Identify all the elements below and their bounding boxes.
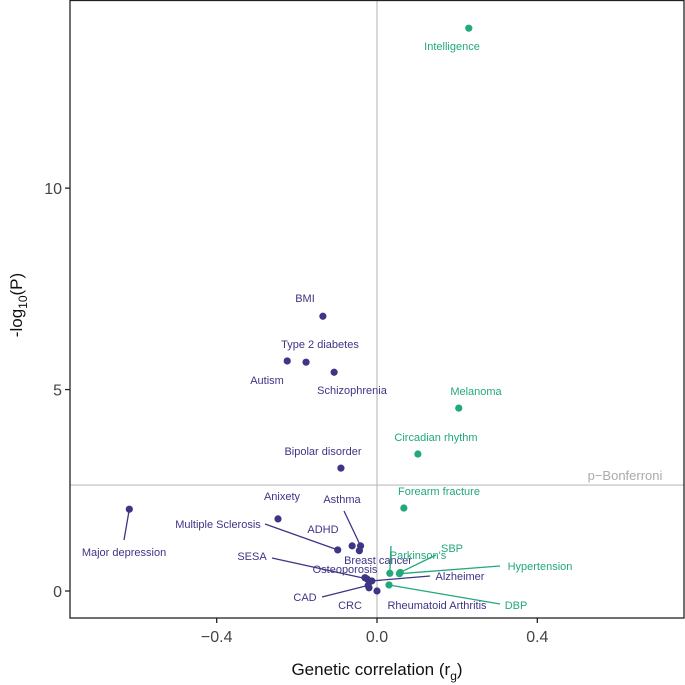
x-tick-label: −0.4: [201, 629, 233, 646]
label-sesa: SESA: [237, 551, 267, 563]
point-autism: [283, 357, 291, 365]
label-autism: Autism: [250, 375, 284, 387]
label-osteoporosis: Osteoporosis: [313, 564, 378, 576]
label-adhd: ADHD: [307, 524, 338, 536]
bonferroni-label: p−Bonferroni: [588, 468, 663, 483]
x-tick-label: 0.0: [366, 629, 388, 646]
label-cad: CAD: [293, 592, 316, 604]
leader-asthma: [343, 510, 362, 547]
point-melanoma: [455, 404, 463, 412]
point-adhd: [348, 542, 356, 550]
points: [125, 24, 473, 595]
axis-ticks: −0.4 0.0 0.4 0 5 10: [44, 181, 548, 646]
label-bmi: BMI: [295, 293, 315, 305]
label-alzheimer: Alzheimer: [436, 571, 485, 583]
point-labels: Intelligence BMI Type 2 diabetes Autism Schi…: [82, 41, 573, 612]
leader-dbp: [388, 584, 501, 605]
point-crc: [365, 584, 373, 592]
point-rheumatoid-arthritis: [373, 587, 381, 595]
x-axis-title: Genetic correlation (rg): [291, 660, 462, 683]
reference-lines: p−Bonferroni: [70, 0, 684, 618]
y-axis-title: -log10(P): [7, 273, 30, 337]
label-intelligence: Intelligence: [424, 41, 480, 53]
label-major-depression: Major depression: [82, 547, 166, 559]
label-sbp: SBP: [441, 543, 463, 555]
leader-sbp: [399, 554, 437, 574]
point-anixety: [274, 515, 282, 523]
point-breast-cancer: [355, 547, 363, 555]
point-type-2-diabetes: [302, 358, 310, 366]
label-crc: CRC: [338, 600, 362, 612]
label-multiple-sclerosis: Multiple Sclerosis: [175, 519, 261, 531]
point-bmi: [319, 312, 327, 320]
label-forearm-fracture: Forearm fracture: [398, 486, 480, 498]
label-dbp: DBP: [505, 600, 528, 612]
point-bipolar-disorder: [337, 464, 345, 472]
leader-multiple-sclerosis: [264, 523, 338, 551]
label-parkinson-s: Parkinson's: [390, 550, 447, 562]
leader-lines: [123, 509, 501, 605]
leader-major-depression: [123, 509, 130, 541]
label-schizophrenia: Schizophrenia: [317, 385, 388, 397]
label-asthma: Asthma: [323, 494, 361, 506]
point-forearm-fracture: [400, 504, 408, 512]
point-hypertension: [395, 570, 404, 578]
point-major-depression: [125, 505, 133, 513]
leader-parkinson-s: [389, 545, 392, 574]
point-schizophrenia: [330, 368, 338, 376]
label-hypertension: Hypertension: [508, 561, 573, 573]
label-breast-cancer: Breast cancer: [344, 555, 412, 567]
point-parkinson-s: [386, 569, 394, 577]
label-rheumatoid-arthritis: Rheumatoid Arthritis: [387, 600, 487, 612]
leader-sesa: [271, 557, 368, 580]
x-tick-label: 0.4: [526, 629, 548, 646]
label-circadian-rhythm: Circadian rhythm: [394, 432, 477, 444]
label-melanoma: Melanoma: [450, 386, 502, 398]
label-type-2-diabetes: Type 2 diabetes: [281, 339, 359, 351]
point-circadian-rhythm: [414, 450, 422, 458]
y-tick-label: 5: [53, 383, 62, 400]
y-tick-label: 10: [44, 181, 62, 198]
point-multiple-sclerosis: [334, 546, 342, 554]
point-dbp: [385, 581, 393, 589]
point-intelligence: [465, 24, 473, 32]
leader-hypertension: [399, 565, 501, 575]
label-bipolar-disorder: Bipolar disorder: [284, 446, 361, 458]
leader-alzheimer: [371, 575, 431, 582]
label-anixety: Anixety: [264, 491, 301, 503]
leader-cad: [321, 584, 369, 598]
y-tick-label: 0: [53, 584, 62, 601]
